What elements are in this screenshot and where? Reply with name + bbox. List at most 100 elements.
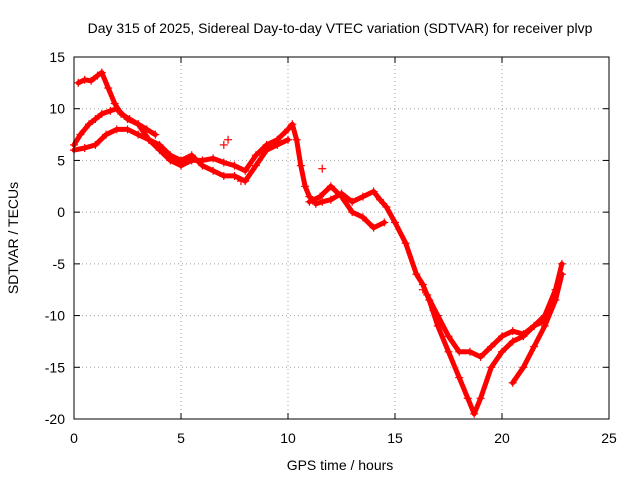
data-point [251, 151, 260, 160]
data-point [209, 154, 218, 163]
data-point [112, 125, 121, 134]
y-tick-label: -5 [53, 256, 66, 272]
data-point [369, 223, 378, 232]
data-point [80, 75, 89, 84]
data-point [301, 182, 310, 191]
data-point [296, 161, 305, 170]
data-point [155, 140, 164, 149]
y-tick-label: 15 [49, 49, 65, 65]
plot-frame [73, 56, 610, 420]
data-point [76, 130, 85, 139]
y-tick-label: 5 [57, 152, 65, 168]
data-point [476, 394, 485, 403]
data-point [284, 125, 292, 134]
data-point [117, 109, 126, 118]
data-point [557, 259, 566, 268]
data-point [144, 135, 153, 144]
data-point [530, 342, 539, 351]
data-point [134, 120, 143, 129]
data-point [401, 239, 410, 248]
x-tick-label: 15 [387, 430, 403, 446]
data-point [465, 347, 474, 356]
series-outliers [219, 135, 438, 315]
data-point [498, 332, 506, 341]
data-point [91, 140, 100, 149]
data-point [551, 296, 560, 305]
series-line [510, 271, 565, 386]
data-point [487, 342, 496, 351]
series-mid-split [305, 182, 389, 232]
data-point [292, 135, 301, 144]
series-line [424, 292, 548, 360]
data-point [348, 197, 357, 206]
data-point [91, 115, 100, 124]
data-point [326, 195, 335, 204]
chart-title: Day 315 of 2025, Sidereal Day-to-day VTE… [88, 20, 593, 36]
data-point [97, 68, 106, 77]
data-point [412, 270, 421, 279]
data-point [508, 327, 517, 336]
y-tick-label: -15 [45, 359, 65, 375]
x-tick-labels: 0 5 10 15 20 25 [70, 430, 617, 446]
data-point [110, 99, 119, 108]
data-point [219, 140, 228, 149]
data-point [187, 151, 196, 160]
y-tick-labels: -20 -15 -10 -5 0 5 10 15 [45, 49, 65, 427]
data-point [358, 192, 367, 201]
data-point [318, 164, 327, 173]
y-tick-label: -10 [45, 308, 65, 324]
data-point [284, 135, 292, 144]
data-point [429, 306, 438, 315]
x-tick-label: 10 [280, 430, 296, 446]
y-tick-label: 0 [57, 204, 65, 220]
data-point [470, 409, 479, 418]
data-point [288, 120, 297, 129]
data-point [93, 71, 102, 80]
data-point [142, 125, 151, 134]
series-line [306, 183, 387, 231]
data-point [348, 208, 357, 217]
series-late-rise [508, 270, 566, 387]
data-point [369, 187, 378, 196]
x-tick-label: 5 [177, 430, 185, 446]
data-point [198, 161, 207, 170]
data-point [418, 285, 427, 294]
data-point [224, 135, 233, 144]
data-point [487, 363, 496, 372]
data-point [84, 120, 93, 129]
data-point [209, 166, 218, 175]
data-point [326, 182, 335, 191]
series-main [70, 104, 566, 418]
data-point [540, 321, 549, 330]
data-point [125, 115, 134, 124]
data-point [177, 156, 185, 165]
series-upper-early [74, 68, 160, 139]
data-point [87, 76, 96, 85]
x-tick-label: 25 [601, 430, 617, 446]
data-series [70, 68, 566, 418]
data-point [74, 78, 83, 87]
data-point [151, 130, 160, 139]
data-point [219, 158, 228, 167]
x-axis-label: GPS time / hours [287, 457, 394, 473]
data-point [236, 177, 245, 186]
data-point [455, 373, 464, 382]
y-axis-label: SDTVAR / TECUs [5, 182, 21, 294]
data-point [230, 161, 239, 170]
data-point [316, 192, 325, 201]
data-point [97, 109, 106, 118]
data-point [123, 125, 132, 134]
data-point [476, 352, 485, 361]
data-point [262, 146, 271, 155]
data-point [382, 202, 391, 211]
data-point [273, 140, 282, 149]
data-point [508, 337, 517, 346]
data-point [102, 130, 111, 139]
data-point [318, 197, 327, 206]
data-point [358, 213, 367, 222]
data-point [433, 311, 442, 320]
data-point [104, 84, 113, 93]
data-point [423, 290, 432, 299]
data-point [519, 330, 528, 339]
